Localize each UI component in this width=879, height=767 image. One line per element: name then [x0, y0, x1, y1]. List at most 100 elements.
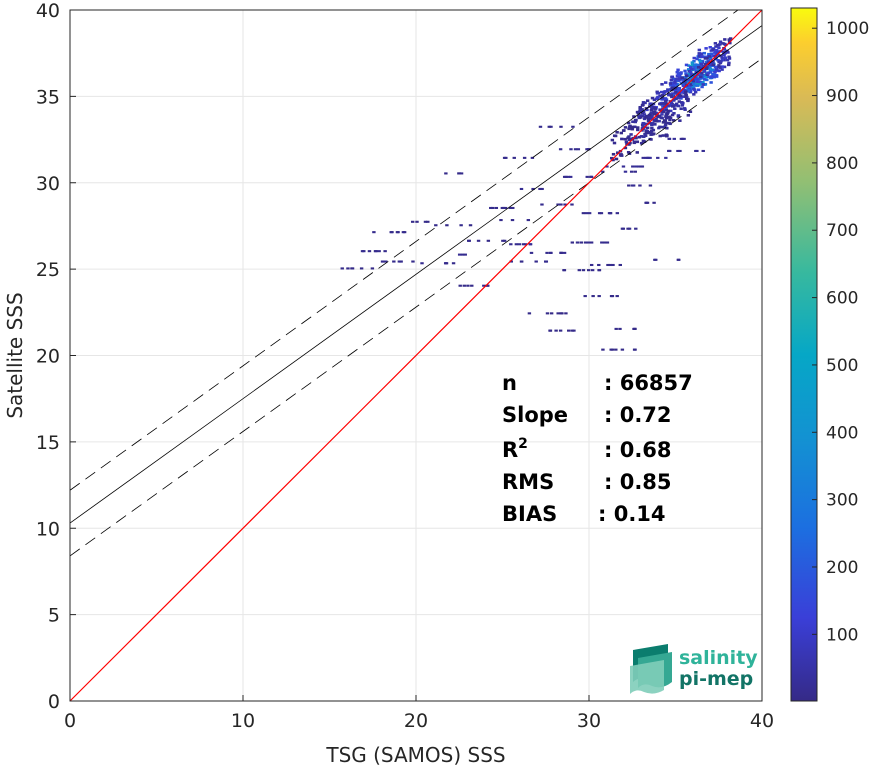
density-cell [502, 206, 506, 210]
density-cell [657, 119, 661, 123]
density-cell [629, 133, 633, 136]
stat-label: BIAS [502, 502, 557, 526]
density-cell [698, 77, 702, 80]
density-cell [673, 88, 677, 92]
density-cell [723, 51, 727, 55]
fit-line [69, 25, 763, 524]
density-cell [663, 90, 667, 93]
density-cell [612, 134, 617, 138]
density-cell [723, 56, 728, 60]
density-cell [340, 267, 344, 270]
density-cell [489, 206, 493, 210]
density-cell [664, 108, 669, 112]
density-cell [713, 42, 718, 45]
density-cell [457, 253, 462, 256]
density-cell [609, 295, 614, 298]
density-cell [621, 165, 626, 168]
density-cell [642, 135, 646, 139]
density-cell [662, 92, 666, 95]
density-cell [359, 267, 364, 270]
density-cell [697, 55, 702, 58]
density-cell [602, 241, 607, 244]
density-cell [397, 260, 402, 263]
stat-value: : 66857 [604, 371, 693, 395]
density-cell [482, 284, 486, 287]
density-cell [648, 184, 653, 187]
density-cell [649, 133, 653, 136]
density-cell [629, 170, 634, 173]
density-cell [459, 172, 464, 175]
density-cell [712, 73, 717, 76]
density-cell [714, 67, 719, 71]
density-cell [609, 348, 613, 351]
density-cell [642, 117, 647, 121]
density-cell [563, 203, 567, 206]
density-cell [626, 121, 631, 125]
density-cell [619, 131, 624, 135]
density-cell [707, 52, 711, 56]
density-cell [658, 114, 662, 118]
density-cell [653, 112, 657, 116]
density-cell [623, 170, 628, 173]
density-cell [635, 151, 639, 154]
density-cell [668, 82, 673, 85]
density-cell [639, 141, 644, 145]
density-cell [460, 253, 465, 256]
density-cell [676, 96, 681, 100]
density-cell [694, 66, 699, 70]
density-cell [676, 73, 681, 76]
density-cell [586, 241, 591, 244]
density-cell [668, 122, 672, 126]
density-cell [677, 87, 682, 90]
density-cell [549, 251, 553, 254]
density-cell [689, 83, 694, 86]
density-cell [633, 348, 637, 351]
density-cell [694, 77, 698, 81]
density-cell [698, 64, 702, 67]
density-cell [558, 148, 563, 151]
density-cell [390, 231, 394, 234]
density-cell [665, 126, 669, 130]
density-cell [639, 165, 643, 168]
stat-value: : 0.85 [604, 470, 672, 494]
stats-annotation: n: 66857 Slope: 0.72 R2: 0.68 RMS: 0.85 BIAS… [502, 371, 693, 526]
density-cell [665, 102, 669, 106]
density-cell [585, 148, 589, 151]
density-cell [589, 241, 594, 244]
density-cell [716, 59, 720, 62]
density-cell [653, 110, 657, 113]
density-cell [714, 74, 719, 77]
y-axis: 0 5 10 15 20 25 30 35 40 [36, 0, 76, 713]
density-cell [522, 156, 527, 159]
density-cell [467, 239, 471, 242]
density-cell [677, 100, 682, 103]
density-cell [709, 81, 713, 84]
density-cell [540, 203, 544, 206]
density-cell [490, 206, 495, 210]
identity-line [69, 9, 763, 702]
density-cell [641, 121, 645, 125]
density-cell [708, 71, 713, 74]
density-cell [647, 131, 652, 134]
density-cell [420, 262, 424, 265]
density-cell [655, 114, 659, 118]
density-cell [395, 231, 400, 234]
density-cell [645, 201, 650, 204]
stat-superscript: 2 [518, 436, 528, 452]
density-cell [360, 250, 365, 253]
density-cell [683, 69, 687, 73]
density-cell [727, 61, 731, 65]
density-cell [717, 46, 721, 50]
density-cell [641, 101, 646, 104]
density-cell [688, 70, 693, 74]
density-cell [615, 130, 619, 134]
density-cell [701, 149, 705, 153]
density-cell [630, 127, 635, 131]
density-cell [701, 65, 705, 68]
density-cell [573, 148, 578, 151]
y-tick-label: 15 [36, 432, 60, 454]
density-cell [669, 78, 674, 82]
x-tick-label: 20 [404, 710, 428, 732]
density-cell [638, 184, 642, 187]
density-cell [377, 250, 381, 253]
